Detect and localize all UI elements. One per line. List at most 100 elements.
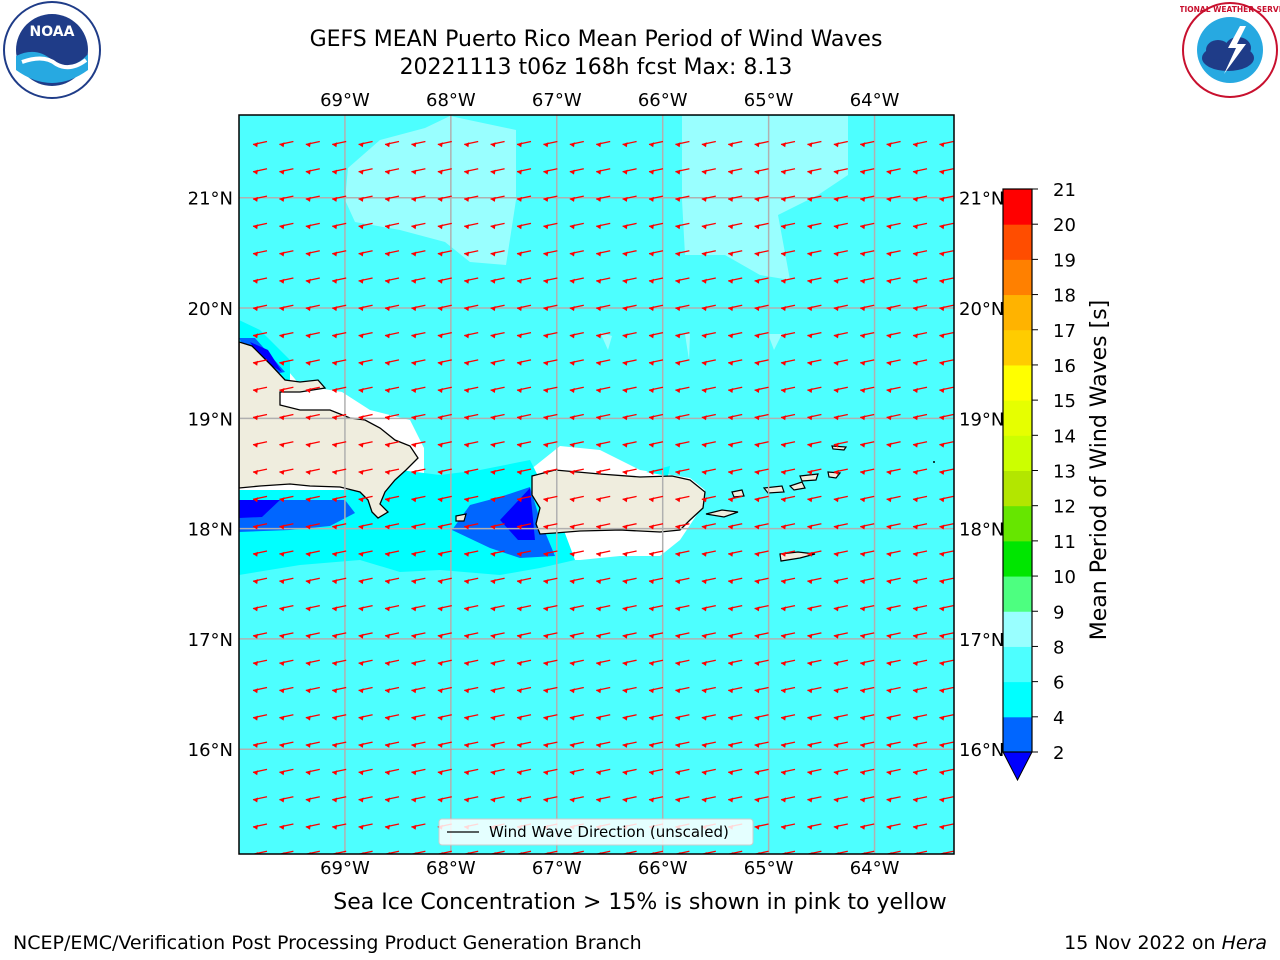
wind-arrow xyxy=(780,577,796,585)
wind-arrow xyxy=(358,604,373,612)
wind-arrow xyxy=(754,714,769,721)
lon-label-bottom: 64°W xyxy=(850,858,900,879)
wind-arrow xyxy=(252,714,268,721)
wind-arrow xyxy=(543,195,558,202)
wind-arrow xyxy=(437,140,452,148)
wind-arrow xyxy=(912,741,928,748)
wind-arrow xyxy=(701,495,716,503)
wind-arrow xyxy=(648,796,664,803)
wind-arrow xyxy=(886,604,901,612)
wind-arrow xyxy=(437,277,452,284)
wind-arrow xyxy=(780,768,796,776)
wind-arrow xyxy=(860,359,875,366)
wind-arrow xyxy=(675,495,690,503)
wind-arrow xyxy=(437,304,452,312)
wind-arrow xyxy=(596,331,611,339)
wind-arrow xyxy=(569,632,584,639)
wind-arrow xyxy=(912,441,928,448)
wind-arrow xyxy=(596,222,611,230)
wind-arrow xyxy=(464,768,479,776)
wind-arrow xyxy=(332,386,347,393)
wind-arrow xyxy=(358,823,373,830)
lat-label-right: 20°N xyxy=(959,299,1004,320)
wind-arrow xyxy=(411,195,426,202)
wind-arrow xyxy=(516,768,532,776)
wind-arrow xyxy=(490,796,505,803)
wind-arrow xyxy=(807,495,822,503)
wind-arrow xyxy=(437,168,452,175)
wind-arrow xyxy=(728,413,743,421)
wind-arrow xyxy=(464,468,479,475)
wind-arrow xyxy=(411,495,426,503)
wind-arrow xyxy=(886,277,901,284)
colorbar-bin xyxy=(1003,646,1032,683)
wind-arrow xyxy=(780,550,796,557)
wind-arrow xyxy=(358,550,373,557)
wind-arrow xyxy=(833,386,848,393)
wind-arrow xyxy=(754,741,769,748)
wind-arrow xyxy=(437,359,452,366)
wind-arrow xyxy=(912,250,928,257)
wind-arrow xyxy=(833,441,848,448)
wind-arrow xyxy=(807,359,822,366)
wind-arrow xyxy=(701,250,716,257)
wind-arrow xyxy=(754,686,769,694)
wind-arrow xyxy=(252,331,268,339)
wind-arrow xyxy=(939,468,954,475)
lat-label-right: 16°N xyxy=(959,740,1004,761)
wind-arrow xyxy=(437,714,452,721)
wind-arrow xyxy=(437,768,452,776)
wind-arrow xyxy=(279,168,294,175)
wind-arrow xyxy=(358,441,373,448)
noaa-logo: NOAA xyxy=(3,1,101,99)
wind-arrow xyxy=(780,250,796,257)
wind-arrow xyxy=(411,523,426,530)
wind-arrow xyxy=(728,168,743,175)
lon-label-bottom: 69°W xyxy=(320,858,370,879)
land-st-croix xyxy=(779,551,816,562)
wind-arrow xyxy=(912,659,928,666)
wind-arrow xyxy=(490,686,505,694)
wind-arrow xyxy=(464,304,479,312)
wind-arrow xyxy=(939,604,954,612)
wind-arrow xyxy=(886,386,901,393)
wind-arrow xyxy=(411,741,426,748)
wind-arrow xyxy=(279,823,294,830)
wind-arrow xyxy=(622,304,637,312)
wind-arrow xyxy=(464,741,479,748)
wind-arrow xyxy=(569,577,584,585)
wind-arrow xyxy=(279,604,294,612)
wind-arrow xyxy=(675,686,690,694)
wind-arrow xyxy=(728,577,743,585)
wind-arrow xyxy=(543,250,558,257)
wind-arrow xyxy=(569,222,584,230)
wind-arrow xyxy=(279,768,294,776)
wind-arrow xyxy=(622,796,637,803)
wind-arrow xyxy=(780,741,796,748)
wind-arrow xyxy=(384,577,400,585)
wind-arrow xyxy=(596,796,611,803)
wind-arrow xyxy=(728,768,743,776)
wind-arrow xyxy=(305,304,320,312)
wind-arrow xyxy=(780,386,796,393)
wind-arrow xyxy=(569,714,584,721)
wind-arrow xyxy=(332,686,347,694)
wind-arrow xyxy=(279,686,294,694)
wind-arrow xyxy=(886,331,901,339)
wind-arrow xyxy=(754,304,769,312)
wind-arrow xyxy=(279,741,294,748)
map-area xyxy=(239,115,954,854)
wind-arrow xyxy=(780,304,796,312)
wind-arrow xyxy=(728,796,743,803)
wind-arrow xyxy=(701,714,716,721)
wind-arrow xyxy=(516,741,532,748)
wind-arrow xyxy=(596,140,611,148)
wind-arrow xyxy=(252,359,268,366)
wind-arrow xyxy=(490,714,505,721)
wind-arrow xyxy=(464,796,479,803)
wind-arrow xyxy=(833,796,848,803)
wind-arrow xyxy=(622,495,637,503)
wind-arrow xyxy=(305,195,320,202)
wind-arrow xyxy=(279,550,294,557)
wind-arrow xyxy=(543,277,558,284)
